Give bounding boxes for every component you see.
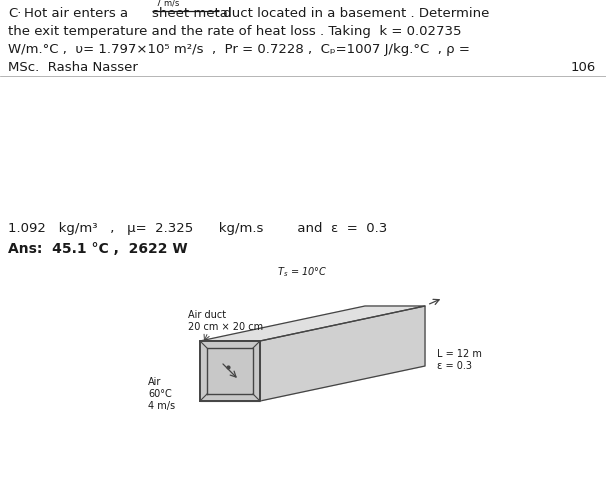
Text: 106: 106 — [571, 61, 596, 74]
Text: L = 12 m: L = 12 m — [437, 348, 482, 358]
Text: W/m.°C ,  υ= 1.797×10⁵ m²/s  ,  Pr = 0.7228 ,  Cₚ=1007 J/kg.°C  , ρ =: W/m.°C , υ= 1.797×10⁵ m²/s , Pr = 0.7228… — [8, 43, 470, 56]
Text: 7 m/s: 7 m/s — [156, 0, 179, 8]
Text: 20 cm × 20 cm: 20 cm × 20 cm — [188, 321, 263, 331]
Text: Air: Air — [148, 376, 161, 386]
Text: MSc.  Rasha Nasser: MSc. Rasha Nasser — [8, 61, 138, 74]
Text: the exit temperature and the rate of heat loss . Taking  k = 0.02735: the exit temperature and the rate of hea… — [8, 25, 462, 38]
Text: 60°C: 60°C — [148, 388, 171, 398]
Text: sheet metal: sheet metal — [152, 7, 231, 20]
Text: T$_s$ = 10°C: T$_s$ = 10°C — [278, 265, 328, 279]
Text: duct located in a basement . Determine: duct located in a basement . Determine — [219, 7, 490, 20]
Text: Ans:  45.1 °C ,  2622 W: Ans: 45.1 °C , 2622 W — [8, 241, 188, 256]
Text: 4 m/s: 4 m/s — [148, 400, 175, 410]
Text: C·: C· — [8, 7, 21, 20]
Polygon shape — [260, 307, 425, 401]
Text: 1.092   kg/m³   ,   μ=  2.325      kg/m.s        and  ε  =  0.3: 1.092 kg/m³ , μ= 2.325 kg/m.s and ε = 0.… — [8, 221, 387, 234]
Text: Air duct: Air duct — [188, 310, 226, 319]
Polygon shape — [200, 341, 260, 401]
Text: ε = 0.3: ε = 0.3 — [437, 360, 472, 370]
Text: Hot air enters a: Hot air enters a — [24, 7, 132, 20]
Polygon shape — [200, 307, 425, 341]
